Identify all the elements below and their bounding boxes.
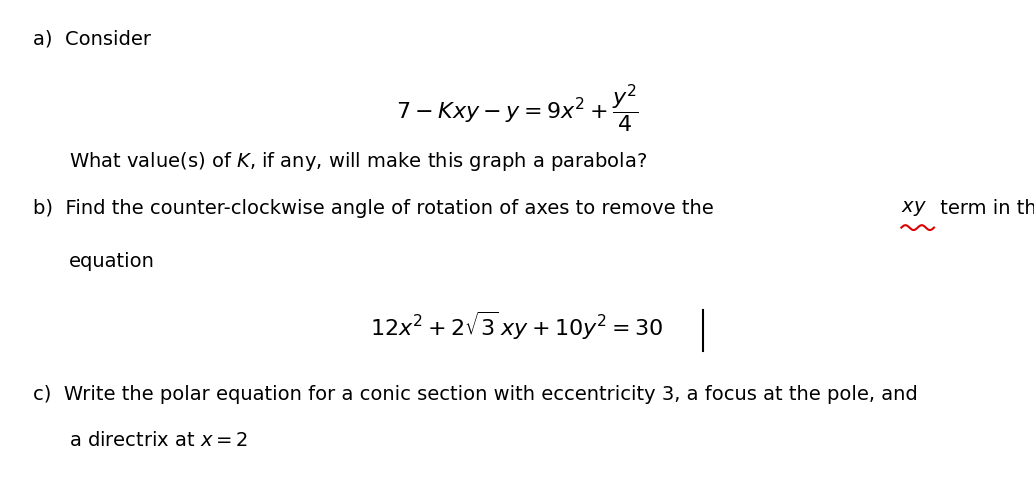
Text: a)  Consider: a) Consider — [33, 29, 151, 48]
Text: c)  Write the polar equation for a conic section with eccentricity 3, a focus at: c) Write the polar equation for a conic … — [33, 385, 917, 404]
Text: term in the: term in the — [934, 199, 1034, 217]
Text: What value(s) of $K$, if any, will make this graph a parabola?: What value(s) of $K$, if any, will make … — [69, 150, 647, 173]
Text: $7 - Kxy - y = 9x^2 + \dfrac{y^2}{4}$: $7 - Kxy - y = 9x^2 + \dfrac{y^2}{4}$ — [396, 82, 638, 134]
Text: $xy$: $xy$ — [902, 199, 927, 217]
Text: equation: equation — [69, 252, 155, 271]
Text: b)  Find the counter-clockwise angle of rotation of axes to remove the: b) Find the counter-clockwise angle of r… — [33, 199, 720, 217]
Text: $12x^2 + 2\sqrt{3}\, xy + 10y^2 = 30$: $12x^2 + 2\sqrt{3}\, xy + 10y^2 = 30$ — [370, 310, 664, 342]
Text: $12x^2 + 2\sqrt{3}\, xy + 10y^2 = 30$: $12x^2 + 2\sqrt{3}\, xy + 10y^2 = 30$ — [370, 310, 664, 342]
Text: a directrix at $x = 2$: a directrix at $x = 2$ — [69, 431, 248, 450]
